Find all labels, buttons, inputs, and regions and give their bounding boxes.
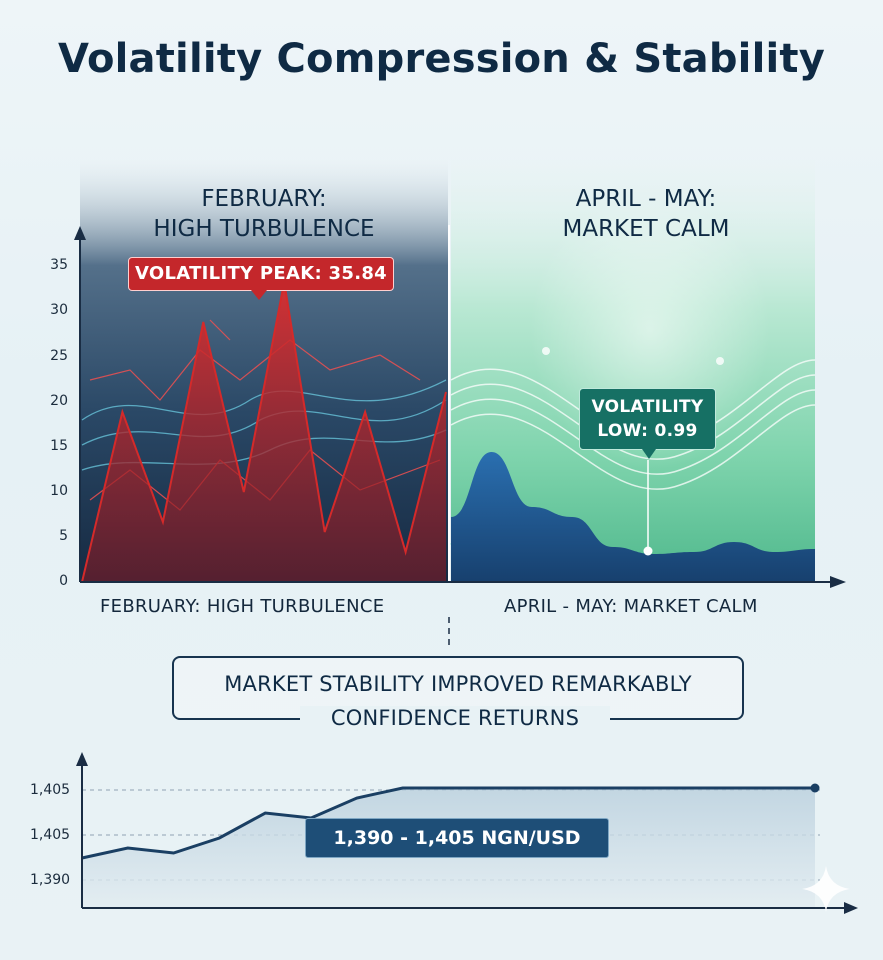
sparkle-dot [716,357,724,365]
confidence-message: CONFIDENCE RETURNS [300,706,610,730]
y-tick-label: 10 [50,483,68,499]
x-axis-arrow [830,576,846,588]
left-period-label: FEBRUARY: HIGH TURBULENCE [100,596,385,617]
right-panel-heading: APRIL - MAY: MARKET CALM [460,184,832,244]
fx-y-tick-label: 1,390 [30,872,71,888]
calm-series [450,451,816,582]
volatility-peak-callout: VOLATILITY PEAK: 35.84 [128,257,394,300]
calm-waves [450,359,816,490]
fx-end-point [810,783,820,793]
fx-line [81,786,815,860]
y-axis-arrow [74,226,86,240]
fx-y-axis-arrow [76,752,88,766]
sparkle-icon [802,866,850,912]
sparkle-dot [542,347,550,355]
turbulence-area [82,282,446,582]
y-tick-label: 25 [50,348,68,364]
left-heading-line1: FEBRUARY: [201,186,327,212]
left-panel-heading: FEBRUARY: HIGH TURBULENCE [90,184,438,244]
volatility-low-callout: VOLATILITY LOW: 0.99 [579,388,716,459]
stability-message: MARKET STABILITY IMPROVED REMARKABLY [224,672,692,696]
page-title: Volatility Compression & Stability [57,36,826,82]
left-heading-line2: HIGH TURBULENCE [153,216,375,242]
right-heading-line1: APRIL - MAY: [575,186,717,212]
y-tick-label: 30 [50,302,68,318]
stability-message-box: MARKET STABILITY IMPROVED REMARKABLY [172,656,744,720]
volatility-low-line2: LOW: 0.99 [597,421,698,441]
fx-x-axis-arrow [844,902,858,914]
right-period-label: APRIL - MAY: MARKET CALM [504,596,758,617]
y-tick-label: 35 [50,257,68,273]
right-heading-line2: MARKET CALM [562,216,730,242]
low-marker-dot [643,546,653,556]
y-tick-label: 15 [50,438,68,454]
turbulence-line [81,281,447,583]
calm-area [451,452,815,582]
y-tick-label: 0 [59,573,68,589]
y-tick-label: 5 [59,528,68,544]
fx-range-label: 1,390 - 1,405 NGN/USD [305,818,609,858]
fx-y-tick-label: 1,405 [30,782,71,798]
volatility-low-line1: VOLATILITY [591,397,704,417]
fx-y-tick-label: 1,405 [30,827,71,843]
y-tick-label: 20 [50,393,68,409]
